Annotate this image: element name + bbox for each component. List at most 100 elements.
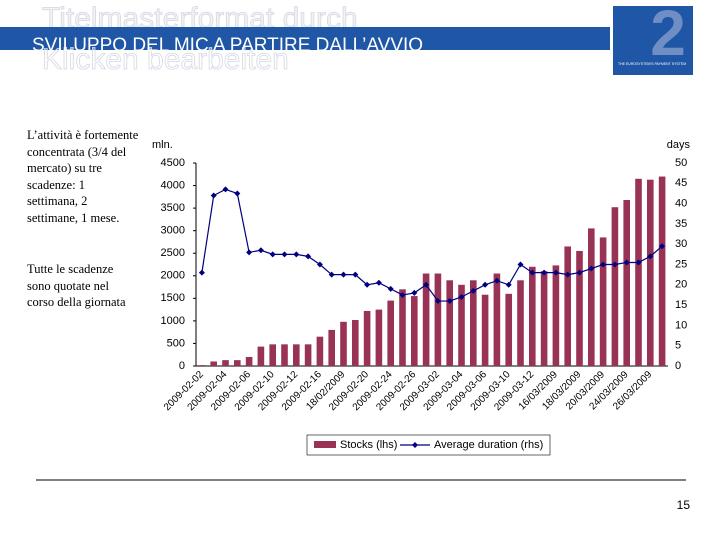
bar xyxy=(552,265,560,366)
line-marker xyxy=(517,261,524,268)
line-marker xyxy=(316,261,323,268)
line-marker xyxy=(340,271,347,278)
y2-tick-label: 45 xyxy=(675,177,687,189)
bar xyxy=(505,293,513,366)
line-marker xyxy=(198,269,205,276)
line-marker xyxy=(505,281,512,288)
line-marker xyxy=(352,271,359,278)
line-marker xyxy=(423,281,430,288)
paragraph: Tutte le scadenze sono quotate nel corso… xyxy=(27,262,126,309)
bar xyxy=(528,266,536,366)
line xyxy=(201,188,663,302)
line-marker xyxy=(446,298,453,305)
line-marker xyxy=(623,259,630,266)
bar xyxy=(564,246,572,366)
line-marker xyxy=(588,265,595,272)
bar xyxy=(316,336,324,366)
bar xyxy=(281,344,288,366)
logo-number: 2 xyxy=(650,0,686,69)
title-band xyxy=(0,27,610,50)
bar xyxy=(351,319,359,366)
bar xyxy=(658,176,666,366)
line-marker xyxy=(647,253,654,260)
bar xyxy=(623,199,631,366)
legend-label: Stocks (lhs) xyxy=(340,439,397,451)
page-number: 15 xyxy=(677,498,691,512)
bar xyxy=(646,179,654,366)
chart: mln. days 050010001500200025003000350040… xyxy=(152,139,691,456)
y-tick-label: 3500 xyxy=(161,202,185,214)
line-marker xyxy=(364,281,371,288)
y2-tick-label: 15 xyxy=(675,299,687,311)
line-marker xyxy=(293,251,300,258)
y2-tick-label: 30 xyxy=(675,238,687,250)
y-tick-label: 2500 xyxy=(161,247,185,259)
bar xyxy=(399,289,406,366)
bar xyxy=(635,178,642,366)
line-marker xyxy=(246,249,253,256)
y-tick-label: 500 xyxy=(167,337,185,349)
bar xyxy=(269,344,277,366)
legend-swatch xyxy=(314,441,336,448)
logo-text: THE EUROSYSTEM'S PAYMENT SYSTEM xyxy=(618,62,686,66)
y-tick-label: 3000 xyxy=(161,225,185,237)
y-tick-label: 0 xyxy=(179,360,185,372)
line-marker xyxy=(541,269,548,276)
line-marker xyxy=(434,298,441,305)
bar xyxy=(576,250,583,366)
y2-tick-label: 10 xyxy=(675,319,687,331)
bar xyxy=(611,207,619,366)
line-marker xyxy=(458,293,465,300)
bar xyxy=(257,346,265,366)
y2-tick-label: 50 xyxy=(675,157,687,169)
bar xyxy=(387,300,395,366)
paragraph: L’attività è fortemente concentrata (3/4… xyxy=(27,128,139,225)
bar xyxy=(304,344,312,366)
bar xyxy=(210,361,218,366)
y2-tick-label: 25 xyxy=(675,258,687,270)
bar xyxy=(410,296,418,366)
bar xyxy=(434,273,442,366)
bar xyxy=(245,356,253,366)
line-marker xyxy=(375,279,382,286)
logo xyxy=(613,6,693,75)
line-marker xyxy=(482,281,489,288)
y-tick-label: 2000 xyxy=(161,270,185,282)
line-marker xyxy=(305,253,312,260)
y2-tick-label: 40 xyxy=(675,198,687,210)
bar xyxy=(481,294,489,366)
y2-tick-label: 0 xyxy=(675,360,681,372)
line-marker xyxy=(493,277,500,284)
bar xyxy=(469,280,477,366)
line-marker xyxy=(411,289,418,296)
bar xyxy=(292,344,300,366)
line-marker xyxy=(659,243,666,250)
y-axis-label: mln. xyxy=(152,139,173,151)
y2-axis-label: days xyxy=(667,139,691,151)
line-marker xyxy=(257,247,264,254)
y2-tick-label: 35 xyxy=(675,218,687,230)
line-marker xyxy=(529,269,536,276)
bar xyxy=(422,273,430,366)
bar xyxy=(446,280,454,366)
bar xyxy=(540,271,548,366)
y-tick-label: 1500 xyxy=(161,292,185,304)
legend-marker xyxy=(412,442,418,448)
bar xyxy=(599,237,607,366)
bar xyxy=(340,321,347,366)
bar xyxy=(198,365,206,366)
y-tick-label: 1000 xyxy=(161,315,185,327)
y-tick-label: 4500 xyxy=(161,157,185,169)
line-marker xyxy=(470,287,477,294)
line-marker xyxy=(552,269,559,276)
line-marker xyxy=(564,271,571,278)
line-marker xyxy=(222,186,229,193)
line-marker xyxy=(387,285,394,292)
line-marker xyxy=(635,259,642,266)
line-marker xyxy=(281,251,288,258)
line-marker xyxy=(600,261,607,268)
bar xyxy=(493,273,501,366)
slide-title: SVILUPPO DEL MIC A PARTIRE DALL’AVVIO xyxy=(32,35,423,56)
